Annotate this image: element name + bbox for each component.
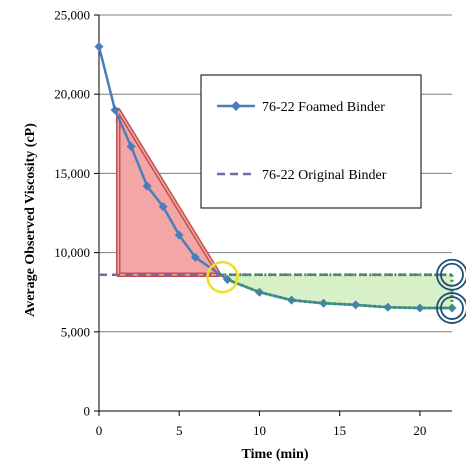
legend: 76-22 Foamed Binder 76-22 Original Binde… (200, 74, 422, 209)
y-axis-title: Average Observed Viscosity (cP) (23, 123, 38, 317)
legend-box (200, 74, 422, 209)
data-point (110, 105, 120, 115)
legend-label-original: 76-22 Original Binder (262, 168, 387, 183)
green-region-fill (219, 274, 452, 309)
tick-labels: 0 5,000 10,000 15,000 20,000 25,000 0 5 10 15 20 (54, 8, 426, 439)
blue-highlight-circle-inner (440, 262, 464, 287)
x-tick-label: 0 (96, 423, 103, 438)
blue-highlight-circle-outer (436, 258, 466, 291)
yellow-highlight-circle (206, 260, 239, 294)
y-tick-label: 5,000 (61, 324, 90, 339)
y-tick-label: 15,000 (54, 166, 90, 181)
data-point (142, 181, 152, 191)
annotation-overlays (206, 258, 466, 324)
y-tick-label: 25,000 (54, 8, 90, 23)
legend-marker-foamed (231, 101, 241, 111)
y-tick-label: 0 (84, 404, 91, 419)
data-point (158, 202, 168, 212)
data-point (126, 141, 136, 151)
data-point (190, 252, 200, 262)
x-tick-label: 15 (333, 423, 346, 438)
data-point (94, 42, 104, 52)
green-region-bottom-dotted (226, 278, 452, 310)
x-tick-label: 10 (253, 423, 266, 438)
x-axis-title: Time (min) (241, 447, 308, 462)
y-tick-label: 20,000 (54, 87, 90, 102)
x-tick-label: 5 (176, 423, 183, 438)
data-point (174, 230, 184, 240)
data-point (383, 302, 393, 312)
axes (94, 14, 452, 416)
legend-label-foamed: 76-22 Foamed Binder (262, 100, 385, 115)
data-point (447, 303, 457, 313)
x-tick-label: 20 (413, 423, 426, 438)
blue-highlight-circle-outer (436, 292, 466, 324)
blue-highlight-circle-inner (440, 296, 464, 320)
data-point (319, 298, 329, 308)
y-tick-label: 10,000 (54, 245, 90, 260)
data-point (287, 295, 297, 305)
